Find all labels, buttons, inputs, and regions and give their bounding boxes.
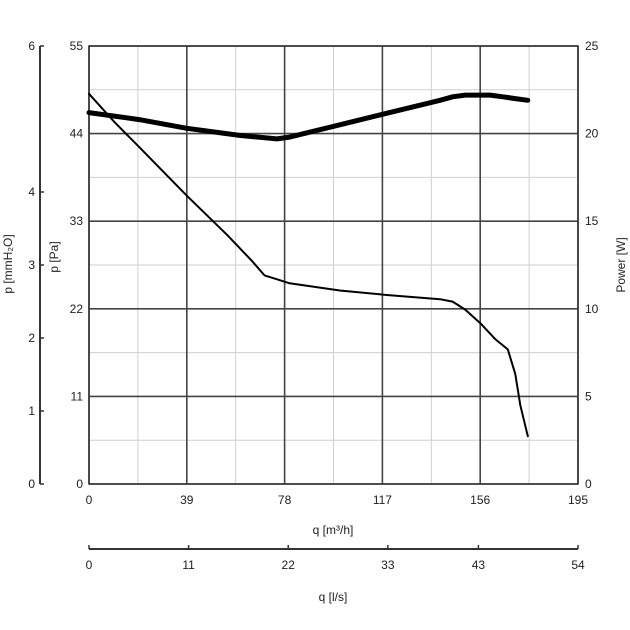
y-right-axis-title: Power [W] — [614, 237, 628, 292]
y-left-tick-label: 44 — [70, 127, 84, 141]
secondary-x-tick-label: 22 — [282, 558, 296, 572]
secondary-x-tick-label: 33 — [381, 558, 395, 572]
outer-y-tick-label: 4 — [28, 185, 35, 199]
x2-axis-title: q [l/s] — [319, 590, 348, 604]
axes-layer — [39, 45, 579, 550]
y-left-tick-label: 0 — [76, 477, 83, 491]
pressure-curve — [88, 92, 529, 438]
secondary-x-tick-label: 11 — [182, 558, 195, 572]
y-left-tick-label: 22 — [70, 302, 84, 316]
x-tick-label: 0 — [86, 493, 93, 507]
x-tick-label: 195 — [568, 493, 588, 507]
outer-y-tick-label: 0 — [28, 477, 35, 491]
y-left-axis-title: p [Pa] — [47, 241, 61, 272]
y-outer-axis-title: p [mmH₂O] — [1, 234, 15, 293]
x-tick-label: 156 — [470, 493, 490, 507]
y-left-tick-label: 33 — [70, 214, 84, 228]
plot-area-frame — [88, 45, 579, 485]
y-right-tick-label: 5 — [585, 389, 592, 403]
y-right-tick-label: 25 — [585, 39, 599, 53]
secondary-x-tick-label: 54 — [571, 558, 585, 572]
x-tick-label: 39 — [180, 493, 194, 507]
y-right-tick-label: 0 — [585, 477, 592, 491]
tick-labels: 0 1 2 3 4 6 0 11 22 33 43 54 0 39 78 117 156 195 0 11 22 33 44… — [28, 39, 598, 572]
outer-y-tick-label: 6 — [28, 39, 35, 53]
y-right-tick-label: 15 — [585, 214, 599, 228]
x-tick-label: 117 — [373, 493, 392, 507]
series-layer — [86, 92, 531, 438]
minor-gridlines — [89, 46, 578, 484]
secondary-x-tick-label: 43 — [472, 558, 486, 572]
x-axis-title: q [m³/h] — [313, 523, 354, 537]
y-left-tick-label: 11 — [71, 389, 84, 403]
outer-y-tick-label: 1 — [28, 404, 35, 418]
y-right-tick-label: 10 — [585, 302, 599, 316]
outer-y-tick-label: 2 — [28, 331, 35, 345]
power-curve — [86, 92, 531, 142]
outer-y-tick-label: 3 — [28, 258, 35, 272]
y-left-tick-label: 55 — [70, 39, 84, 53]
x-tick-label: 78 — [278, 493, 292, 507]
y-right-tick-label: 20 — [585, 127, 599, 141]
secondary-x-tick-label: 0 — [86, 558, 93, 572]
